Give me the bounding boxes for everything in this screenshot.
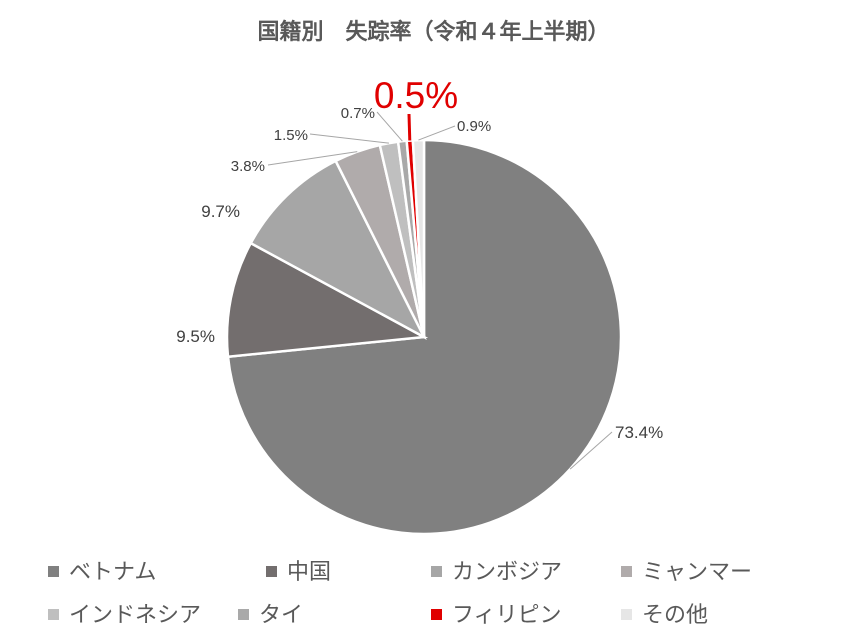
leader-line-6 [376, 111, 403, 142]
legend-label: ミャンマー [642, 560, 753, 585]
legend-swatch [431, 608, 442, 620]
legend-item: カンボジア [431, 554, 562, 586]
legend-label: フィリピン [452, 603, 562, 628]
leader-line-5 [309, 133, 389, 144]
data-label-2: 9.5% [176, 327, 215, 346]
data-label-3: 9.7% [201, 202, 240, 221]
pie-slice-3 [249, 159, 427, 340]
legend-label: タイ [259, 603, 304, 628]
legend-swatch [431, 565, 442, 577]
legend-swatch [621, 565, 632, 577]
legend-label: カンボジア [452, 560, 563, 585]
leader-line-4 [267, 151, 358, 166]
data-label-1: 73.4% [615, 423, 663, 442]
leader-line-1 [569, 431, 613, 470]
legend-label: ベトナム [69, 560, 157, 585]
legend-swatch [266, 565, 277, 577]
legend-item: フィリピン [431, 597, 562, 629]
legend-swatch [48, 608, 59, 620]
data-label-6: 0.7% [341, 105, 375, 122]
legend-label: その他 [642, 603, 709, 628]
legend-item: タイ [238, 597, 303, 629]
legend-label: インドネシア [69, 603, 202, 628]
legend-swatch [621, 608, 632, 620]
legend-item: ベトナム [48, 554, 156, 586]
legend-item: ミャンマー [621, 554, 752, 586]
highlight-leader-line [407, 113, 412, 141]
legend-label: 中国 [287, 560, 332, 585]
chart-title: 国籍別 失踪率（令和４年上半期） [257, 20, 610, 45]
pie-chart: 73.4% 9.5% 9.7% 3.8% 1.5% 0.7%0.5% 0.9% [176, 75, 663, 536]
pie-slice-2 [225, 241, 429, 359]
legend-swatch [48, 565, 59, 577]
legend-item: その他 [621, 597, 708, 629]
legend-item: インドネシア [48, 597, 201, 629]
legend-item: 中国 [266, 554, 331, 586]
data-label-7: 0.5% [374, 75, 458, 116]
data-label-5: 1.5% [274, 127, 308, 144]
data-label-8: 0.9% [457, 118, 491, 135]
legend-swatch [238, 608, 249, 620]
data-label-4: 3.8% [231, 158, 265, 175]
leader-line-8 [418, 125, 456, 141]
